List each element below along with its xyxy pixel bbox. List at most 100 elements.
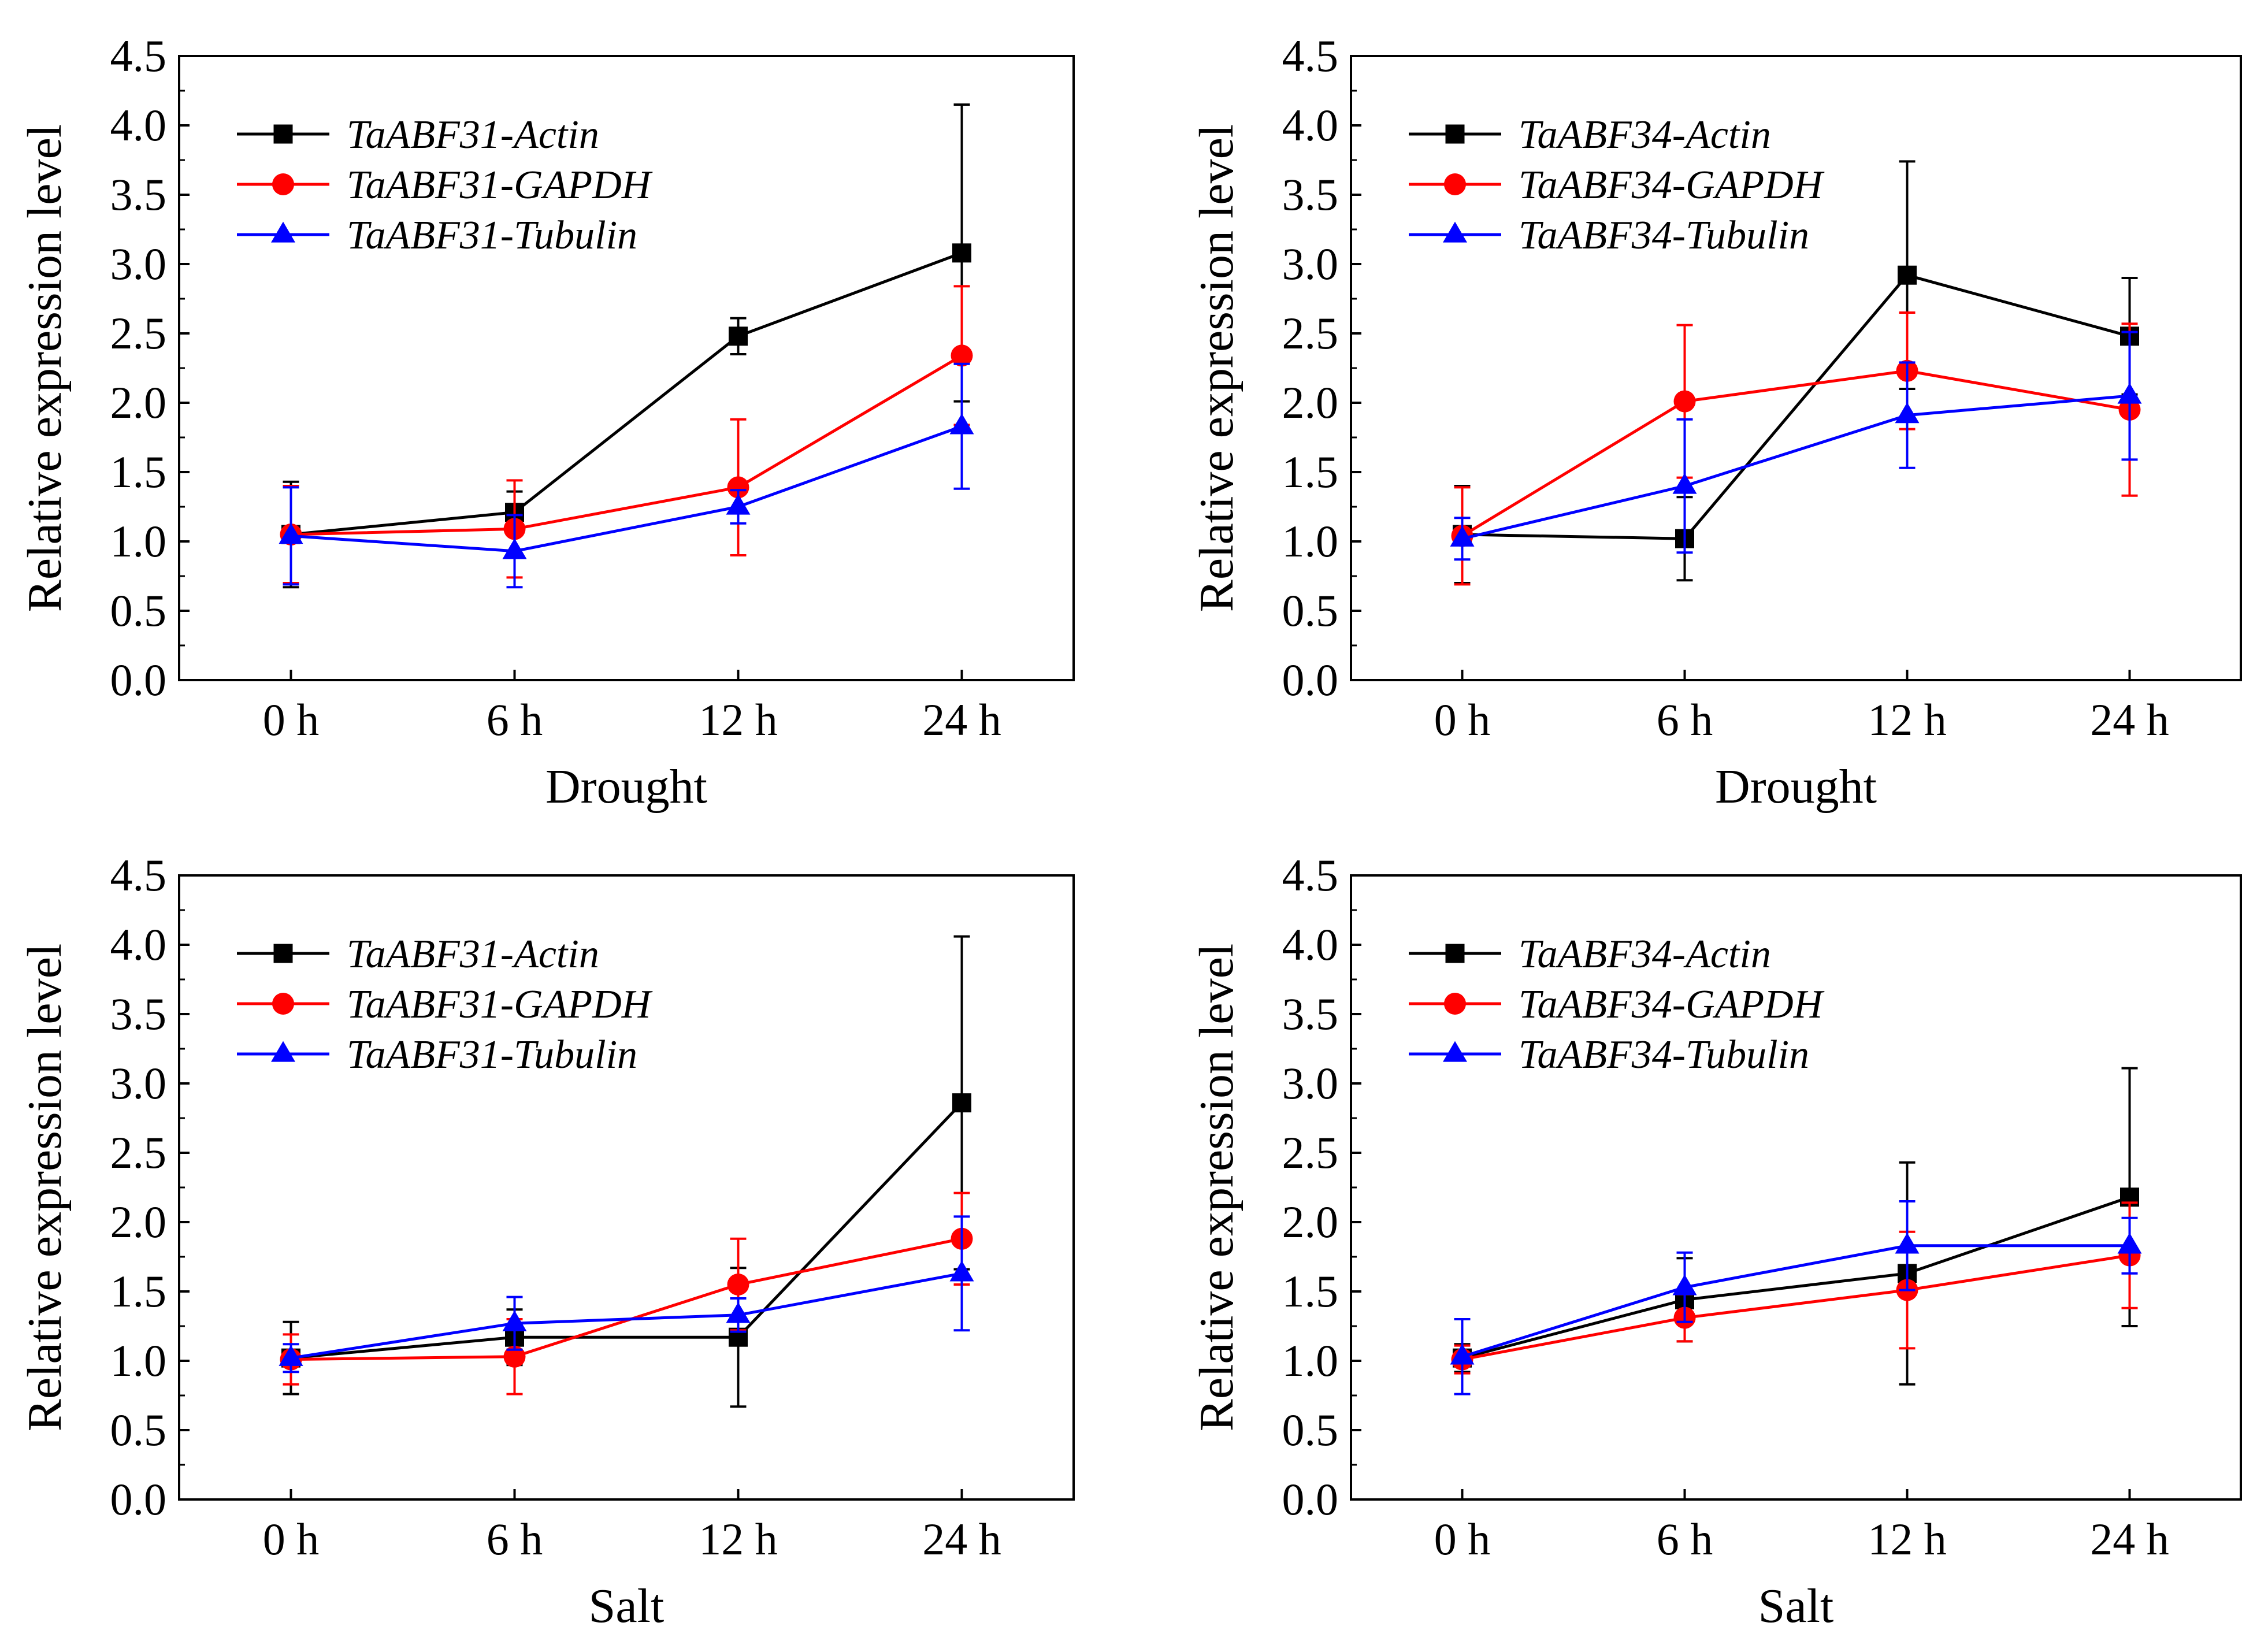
y-tick-label: 2.5	[1282, 308, 1339, 358]
data-point	[949, 413, 974, 435]
legend-label: TaABF34-Actin	[1519, 932, 1771, 977]
y-tick-label: 4.0	[110, 919, 167, 970]
legend-marker	[271, 221, 295, 243]
legend-label: TaABF34-GAPDH	[1519, 982, 1825, 1027]
data-point	[1672, 1274, 1697, 1296]
legend-label: TaABF31-GAPDH	[347, 982, 653, 1027]
legend-marker	[273, 124, 293, 144]
series-line	[291, 1272, 962, 1360]
y-axis-title: Relative expression level	[1190, 944, 1243, 1431]
series-gapdh	[280, 285, 973, 584]
data-point	[279, 523, 303, 544]
x-tick-label: 24 h	[2090, 695, 2169, 745]
series-gapdh	[280, 1191, 973, 1395]
legend-label: TaABF31-Tubulin	[347, 1033, 637, 1077]
y-tick-label: 4.5	[1282, 31, 1339, 81]
panel-p3: 0.0 0.5 1.0 1.5 2.0 2.5 3.0 3.5 4.0 4.5 0 h 6 h 12 h…	[18, 850, 1075, 1633]
y-tick-label: 4.0	[1282, 100, 1339, 150]
y-tick-label: 1.0	[110, 1335, 167, 1386]
legend-marker	[1444, 173, 1466, 195]
x-tick-label: 12 h	[1868, 695, 1947, 745]
data-point	[1672, 473, 1697, 494]
y-tick-label: 2.0	[1282, 1197, 1339, 1247]
legend-marker	[1443, 1041, 1467, 1062]
data-point	[1673, 390, 1696, 413]
data-point	[727, 476, 749, 499]
y-tick-label: 3.5	[110, 169, 167, 220]
y-axis-title: Relative expression level	[1190, 124, 1243, 612]
y-tick-label: 1.0	[1282, 516, 1339, 566]
y-tick-label: 4.5	[110, 31, 167, 81]
plot-frame	[1350, 874, 2242, 1501]
y-tick-label: 4.5	[110, 850, 167, 900]
x-axis-title: Salt	[589, 1579, 665, 1633]
series-gapdh	[1451, 311, 2141, 586]
series-line	[1461, 369, 2130, 537]
series-actin	[1453, 1067, 2139, 1386]
data-point	[726, 493, 751, 515]
legend-marker	[1444, 993, 1466, 1015]
y-tick-label: 4.0	[1282, 919, 1339, 970]
legend-label: TaABF34-Actin	[1519, 113, 1771, 157]
x-tick-label: 6 h	[1657, 695, 1713, 745]
x-tick-label: 12 h	[699, 1514, 778, 1564]
panel-p2: 0.0 0.5 1.0 1.5 2.0 2.5 3.0 3.5 4.0 4.5 0 h 6 h 12 h…	[1190, 31, 2242, 814]
data-point	[727, 1274, 749, 1296]
x-tick-label: 0 h	[263, 695, 320, 745]
data-point	[2117, 1233, 2142, 1254]
y-tick-label: 3.5	[1282, 169, 1339, 220]
series-tubulin	[1450, 331, 2142, 561]
y-tick-label: 0.0	[1282, 655, 1339, 705]
data-point	[1450, 1343, 1475, 1365]
x-axis-title: Drought	[545, 760, 707, 814]
x-tick-label: 24 h	[2090, 1514, 2169, 1564]
y-tick-label: 3.0	[1282, 1058, 1339, 1108]
x-tick-label: 0 h	[1434, 695, 1491, 745]
y-axis-title: Relative expression level	[18, 124, 72, 612]
y-axis-title: Relative expression level	[18, 944, 72, 1431]
y-tick-label: 0.5	[1282, 585, 1339, 636]
legend-label: TaABF31-Actin	[347, 113, 599, 157]
series-line	[1462, 1254, 2130, 1361]
data-point	[729, 326, 748, 346]
x-tick-label: 6 h	[1657, 1514, 1713, 1564]
series-line	[1461, 394, 2130, 540]
y-tick-label: 0.0	[110, 655, 167, 705]
y-tick-label: 2.5	[110, 308, 167, 358]
y-tick-label: 3.5	[110, 989, 167, 1039]
y-tick-label: 2.0	[110, 1197, 167, 1247]
y-tick-label: 0.5	[110, 1405, 167, 1455]
y-tick-label: 3.5	[1282, 989, 1339, 1039]
legend: TaABF34-Actin TaABF34-GAPDH TaABF34-Tubuli…	[1409, 932, 1825, 1077]
legend: TaABF34-Actin TaABF34-GAPDH TaABF34-Tubuli…	[1409, 113, 1825, 258]
y-tick-label: 1.5	[110, 1266, 167, 1316]
plot-frame	[178, 874, 1075, 1501]
series-tubulin	[279, 1215, 974, 1374]
legend: TaABF31-Actin TaABF31-GAPDH TaABF31-Tubuli…	[237, 113, 653, 258]
x-tick-label: 0 h	[263, 1514, 320, 1564]
data-point	[952, 1093, 971, 1113]
data-point	[1450, 525, 1475, 547]
x-tick-label: 24 h	[922, 695, 1001, 745]
legend-marker	[1445, 944, 1465, 963]
y-tick-label: 3.0	[110, 1058, 167, 1108]
data-point	[503, 1345, 526, 1368]
data-point	[502, 1310, 527, 1331]
x-tick-label: 24 h	[922, 1514, 1001, 1564]
legend-marker	[272, 993, 294, 1015]
legend-marker	[272, 173, 294, 195]
y-tick-label: 1.5	[1282, 1266, 1339, 1316]
data-point	[1895, 1233, 1920, 1254]
y-tick-label: 4.5	[1282, 850, 1339, 900]
y-tick-label: 1.0	[110, 516, 167, 566]
x-tick-label: 6 h	[487, 695, 543, 745]
x-tick-label: 6 h	[487, 1514, 543, 1564]
series-tubulin	[1450, 1200, 2142, 1395]
legend-label: TaABF31-Actin	[347, 932, 599, 977]
y-tick-label: 2.5	[1282, 1127, 1339, 1178]
y-tick-label: 0.5	[1282, 1405, 1339, 1455]
x-tick-label: 12 h	[1868, 1514, 1947, 1564]
y-tick-label: 3.0	[110, 239, 167, 289]
series-line	[291, 354, 963, 536]
